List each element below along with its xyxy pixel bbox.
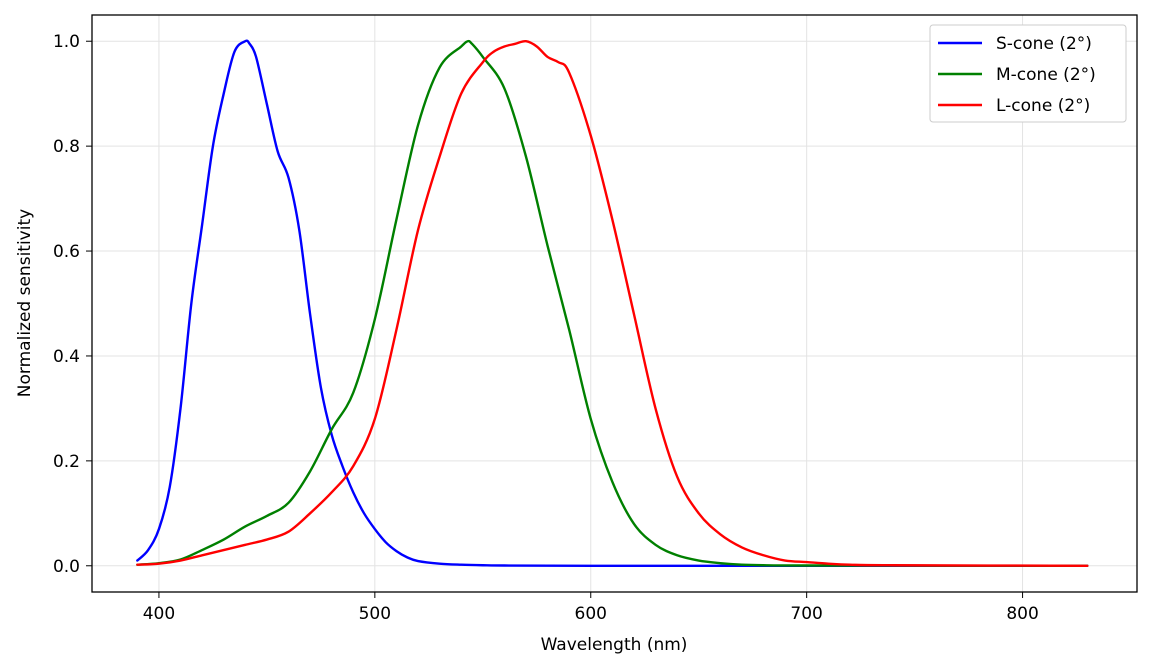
x-tick-label: 500 [359,604,391,624]
x-tick-label: 400 [143,604,175,624]
y-tick-label: 1.0 [53,32,80,52]
ticks: 400 500 600 700 800 0.0 0.2 0.4 0.6 0.8 1.0 [53,32,1039,624]
series-layer [136,39,1089,567]
x-tick-label: 800 [1006,604,1038,624]
m-cone-legend-label: M-cone (2°) [996,65,1096,85]
y-tick-label: 0.0 [53,557,80,577]
x-tick-label: 700 [790,604,822,624]
l-cone-series-line [136,39,1089,567]
m-cone-series-line [136,39,1089,567]
s-cone-legend-label: S-cone (2°) [996,34,1092,54]
plot-frame [91,14,1138,593]
y-axis-label: Normalized sensitivity [15,209,35,397]
x-tick-label: 600 [575,604,607,624]
s-cone-series-line [136,39,1089,567]
legend: S-cone (2°) M-cone (2°) L-cone (2°) [929,24,1127,123]
y-tick-label: 0.6 [53,242,80,262]
l-cone-legend-label: L-cone (2°) [996,96,1090,116]
x-axis-label: Wavelength (nm) [541,635,688,655]
y-tick-label: 0.4 [53,347,80,367]
y-tick-label: 0.2 [53,452,80,472]
y-tick-label: 0.8 [53,137,80,157]
legend-box [929,24,1127,123]
